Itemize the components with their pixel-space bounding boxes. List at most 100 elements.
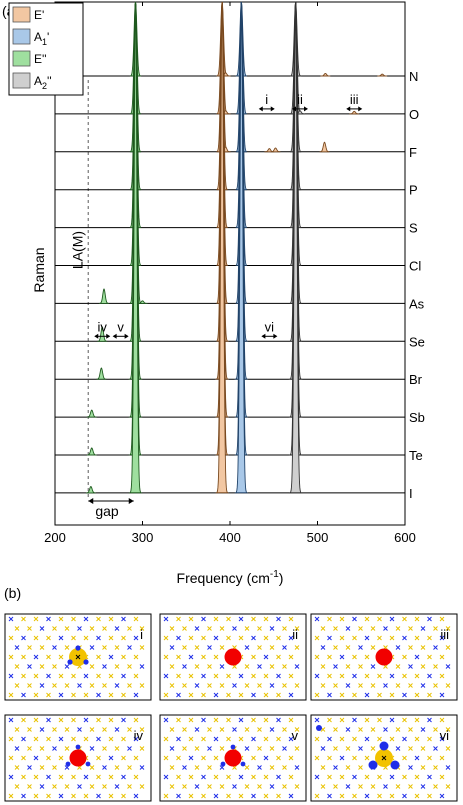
lattice-site (194, 727, 200, 732)
lattice-site (269, 683, 275, 688)
lattice-site (169, 626, 175, 631)
lattice-site (52, 765, 57, 770)
lattice-site (89, 626, 95, 631)
lattice-site (389, 774, 395, 780)
lattice-site (96, 717, 101, 723)
neighbor-atom (316, 725, 322, 731)
lattice-site (194, 746, 200, 751)
lattice-site (226, 692, 231, 698)
lattice-site (83, 616, 89, 622)
lattice-site (127, 765, 132, 770)
lattice-site (96, 673, 101, 679)
lattice-site (121, 755, 126, 761)
lattice-site (294, 645, 300, 650)
lattice-site (358, 765, 363, 770)
lattice-site (83, 692, 89, 698)
lattice-site (414, 736, 420, 742)
lattice-site (327, 717, 332, 723)
neighbor-atom (75, 744, 81, 750)
lattice-site (276, 616, 281, 622)
lattice-site (377, 673, 382, 679)
lattice-site (339, 717, 345, 723)
lattice-site (263, 736, 269, 742)
lattice-site (288, 616, 294, 622)
lattice-site (219, 664, 225, 669)
y-axis-label: Raman (31, 247, 47, 292)
lattice-site (257, 727, 262, 732)
lattice-site (238, 692, 244, 698)
lattice-site (320, 746, 326, 751)
lattice-site (251, 755, 256, 761)
lattice-site (14, 645, 20, 650)
lattice-site (182, 784, 187, 789)
lattice-site (314, 774, 320, 780)
lattice-site (282, 727, 287, 732)
lattice-site (83, 717, 89, 723)
annotation-ii: ii (292, 92, 308, 112)
lattice-site (71, 793, 76, 799)
legend-swatch (12, 72, 31, 89)
lattice-site (414, 654, 420, 660)
lattice-site (207, 746, 212, 751)
lattice-site (320, 765, 326, 770)
lattice-site (263, 774, 269, 780)
lattice-site (127, 626, 132, 631)
lattice-site (39, 664, 45, 669)
x-tick-label: 400 (219, 530, 241, 545)
lattice-site (395, 784, 401, 789)
panel-label-v: v (292, 728, 299, 743)
lattice-site (327, 755, 332, 761)
lattice-site (64, 727, 70, 732)
raman-chart: 200 300 400 500 600 Frequency (cm-1) Raman LA(M… (8, 1, 425, 586)
lattice-site (439, 654, 445, 660)
lattice-site (33, 774, 39, 780)
lattice-site (114, 765, 120, 770)
x-tick-label: 500 (307, 530, 329, 545)
lattice-site (52, 645, 57, 650)
defect-site (224, 648, 242, 666)
lattice-site (257, 626, 262, 631)
lattice-site (339, 673, 345, 679)
series-label-Sb: Sb (409, 410, 425, 425)
lattice-site (201, 793, 206, 799)
lattice-site (439, 616, 445, 622)
neighbor-atom (230, 744, 236, 750)
lattice-site (276, 755, 281, 761)
lattice-site (420, 746, 426, 751)
series-P: P (55, 1, 418, 198)
lattice-site (333, 784, 338, 789)
lattice-site (314, 654, 320, 660)
lattice-site (96, 692, 101, 698)
lattice-site (445, 664, 451, 669)
lattice-site (364, 635, 370, 641)
lattice-site (402, 616, 407, 622)
lattice-site (439, 635, 445, 641)
lattice-site (232, 727, 237, 732)
lattice-site (219, 683, 225, 688)
lattice-site (257, 645, 262, 650)
lattice-site (139, 664, 145, 669)
lattice-site (33, 616, 39, 622)
lattice-site (251, 635, 256, 641)
lattice-site (263, 654, 269, 660)
lattice-site (27, 645, 32, 650)
lattice-site (58, 692, 64, 698)
panel-label-b: (b) (4, 585, 21, 601)
lattice-site (21, 736, 26, 742)
lattice-site (320, 683, 326, 688)
lattice-site (27, 746, 32, 751)
lattice-site (445, 746, 451, 751)
lattice-site (219, 727, 225, 732)
lattice-site (327, 673, 332, 679)
lattice-site (402, 717, 407, 723)
lattice-site (408, 645, 413, 650)
peak-Te (86, 447, 97, 456)
lattice-site (244, 664, 250, 669)
lattice-site (232, 784, 237, 789)
lattice-site (58, 635, 64, 641)
lattice-site (427, 736, 432, 742)
legend-swatch (12, 6, 31, 23)
lattice-site (89, 765, 95, 770)
arrow-head-left (258, 106, 263, 112)
lattice-site (176, 692, 181, 698)
